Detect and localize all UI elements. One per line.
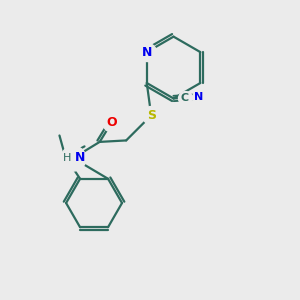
Text: N: N <box>75 151 85 164</box>
Text: N: N <box>142 46 152 59</box>
Text: O: O <box>106 116 117 129</box>
Text: S: S <box>147 109 156 122</box>
Text: C: C <box>181 93 189 103</box>
Text: H: H <box>63 152 72 163</box>
Text: N: N <box>194 92 203 102</box>
